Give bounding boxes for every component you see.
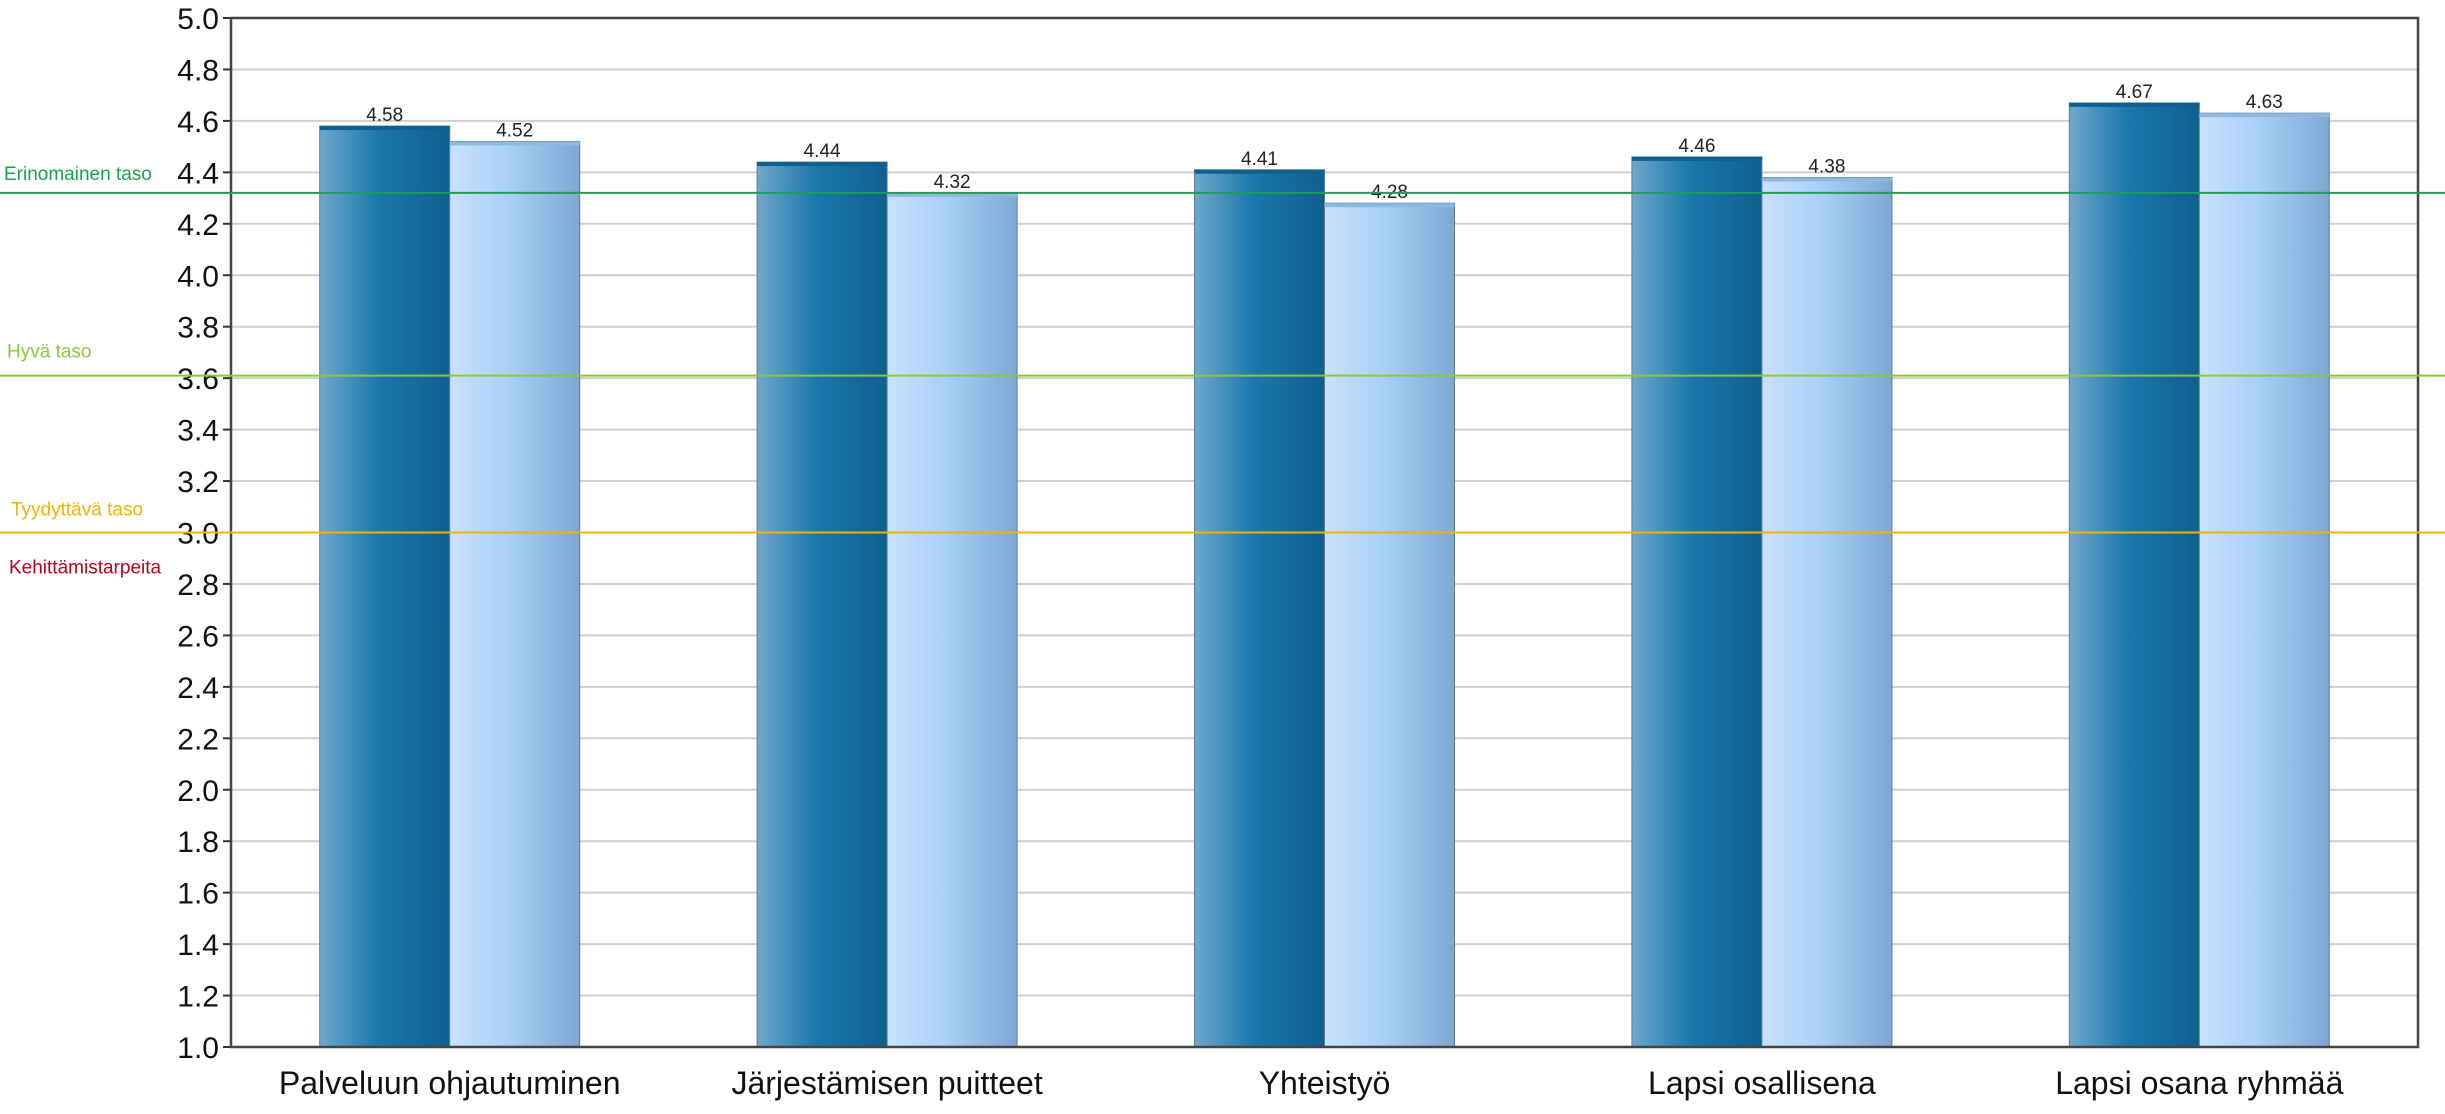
data-label: 4.41 bbox=[1241, 149, 1278, 170]
y-tick-label: 3.8 bbox=[177, 312, 219, 345]
y-tick-label: 4.2 bbox=[177, 209, 219, 242]
category-label: Palveluun ohjautuminen bbox=[279, 1065, 621, 1101]
bar-cap bbox=[757, 162, 888, 167]
y-tick-label: 2.6 bbox=[177, 620, 219, 653]
reference-line-label: Erinomainen taso bbox=[4, 164, 152, 185]
data-label: 4.52 bbox=[496, 120, 533, 141]
category-label: Lapsi osana ryhmää bbox=[2055, 1065, 2343, 1101]
bar-cap bbox=[887, 192, 1018, 197]
bar bbox=[886, 192, 1018, 1048]
data-label: 4.32 bbox=[934, 172, 971, 193]
bar-cap bbox=[1194, 169, 1325, 174]
bar-cap bbox=[449, 141, 580, 146]
data-label: 4.46 bbox=[1678, 136, 1715, 157]
category-label: Järjestämisen puitteet bbox=[731, 1065, 1042, 1101]
y-tick-label: 1.6 bbox=[177, 878, 219, 911]
bar-cap bbox=[1324, 203, 1455, 208]
y-tick-label: 2.4 bbox=[177, 672, 219, 705]
reference-line-label: Hyvä taso bbox=[7, 342, 91, 363]
data-label: 4.38 bbox=[1808, 156, 1845, 177]
y-tick-label: 1.2 bbox=[177, 981, 219, 1014]
y-tick-label: 1.0 bbox=[177, 1032, 219, 1065]
bar-cap bbox=[2199, 113, 2330, 118]
below-threshold-label: Kehittämistarpeita bbox=[9, 558, 162, 579]
bar-cap bbox=[319, 126, 450, 131]
bar bbox=[449, 140, 581, 1048]
y-tick-label: 2.0 bbox=[177, 775, 219, 808]
bar-cap bbox=[1761, 177, 1892, 182]
bar bbox=[1194, 169, 1325, 1048]
y-tick-label: 3.0 bbox=[177, 518, 219, 551]
y-tick-label: 4.4 bbox=[177, 157, 219, 190]
data-label: 4.63 bbox=[2246, 92, 2283, 113]
bar bbox=[1631, 156, 1763, 1048]
bar-cap bbox=[2069, 102, 2200, 107]
y-tick-label: 4.0 bbox=[177, 260, 219, 293]
bar bbox=[319, 125, 451, 1048]
y-tick-label: 3.6 bbox=[177, 363, 219, 396]
y-tick-label: 2.2 bbox=[177, 723, 219, 756]
bar bbox=[1761, 176, 1893, 1048]
bar bbox=[1324, 202, 1455, 1048]
category-label: Lapsi osallisena bbox=[1648, 1065, 1876, 1101]
y-tick-label: 5.0 bbox=[177, 3, 219, 36]
y-tick-label: 1.8 bbox=[177, 826, 219, 859]
y-tick-label: 3.2 bbox=[177, 466, 219, 499]
data-label: 4.58 bbox=[366, 105, 403, 126]
reference-line-label: Tyydyttävä taso bbox=[11, 500, 143, 521]
y-tick-label: 2.8 bbox=[177, 569, 219, 602]
y-tick-label: 4.8 bbox=[177, 54, 219, 87]
bar bbox=[2198, 112, 2330, 1048]
y-tick-label: 4.6 bbox=[177, 106, 219, 139]
data-label: 4.67 bbox=[2116, 82, 2153, 103]
category-label: Yhteistyö bbox=[1259, 1065, 1391, 1101]
data-label: 4.44 bbox=[804, 141, 841, 162]
bar-cap bbox=[1631, 156, 1762, 161]
y-tick-label: 1.4 bbox=[177, 929, 219, 962]
y-tick-label: 3.4 bbox=[177, 415, 219, 448]
bar bbox=[756, 161, 888, 1048]
bar bbox=[2068, 102, 2200, 1048]
